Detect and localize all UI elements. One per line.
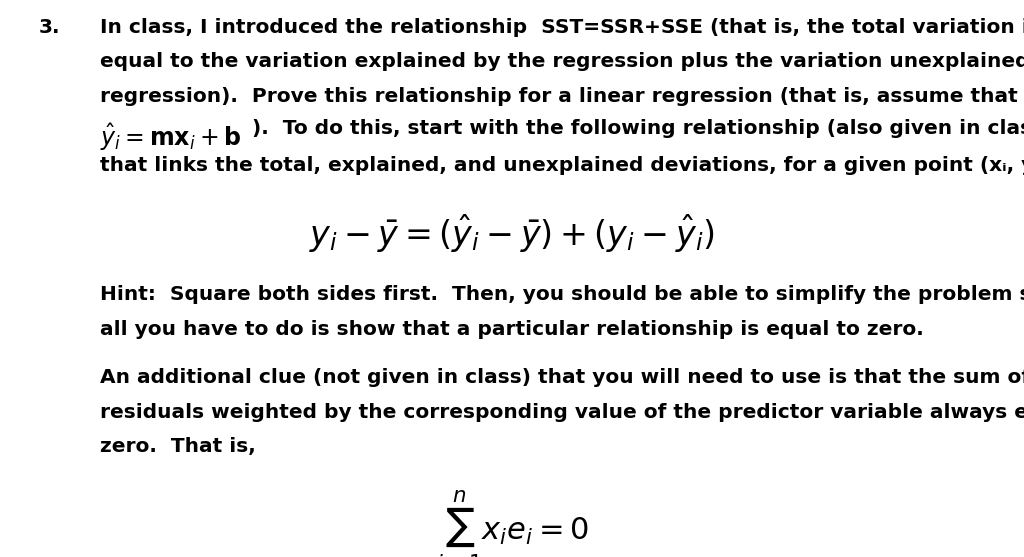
Text: Hint:  Square both sides first.  Then, you should be able to simplify the proble: Hint: Square both sides first. Then, you… bbox=[100, 285, 1024, 304]
Text: that links the total, explained, and unexplained deviations, for a given point (: that links the total, explained, and une… bbox=[100, 156, 1024, 175]
Text: ).  To do this, start with the following relationship (also given in class): ). To do this, start with the following … bbox=[252, 119, 1024, 138]
Text: residuals weighted by the corresponding value of the predictor variable always e: residuals weighted by the corresponding … bbox=[100, 403, 1024, 422]
Text: equal to the variation explained by the regression plus the variation unexplaine: equal to the variation explained by the … bbox=[100, 52, 1024, 71]
Text: In class, I introduced the relationship  SST=SSR+SSE (that is, the total variati: In class, I introduced the relationship … bbox=[100, 18, 1024, 37]
Text: $\hat{y}_i = \mathbf{m}\mathbf{x}_i + \mathbf{b}$: $\hat{y}_i = \mathbf{m}\mathbf{x}_i + \m… bbox=[100, 121, 242, 153]
Text: An additional clue (not given in class) that you will need to use is that the su: An additional clue (not given in class) … bbox=[100, 368, 1024, 387]
Text: $\sum_{i=1}^{n} x_i e_i = 0$: $\sum_{i=1}^{n} x_i e_i = 0$ bbox=[435, 488, 589, 557]
Text: all you have to do is show that a particular relationship is equal to zero.: all you have to do is show that a partic… bbox=[100, 320, 924, 339]
Text: zero.  That is,: zero. That is, bbox=[100, 437, 256, 456]
Text: regression).  Prove this relationship for a linear regression (that is, assume t: regression). Prove this relationship for… bbox=[100, 87, 1018, 106]
Text: $y_i - \bar{y} = (\hat{y}_i - \bar{y}) + (y_i - \hat{y}_i)$: $y_i - \bar{y} = (\hat{y}_i - \bar{y}) +… bbox=[309, 213, 715, 255]
Text: 3.: 3. bbox=[39, 18, 60, 37]
